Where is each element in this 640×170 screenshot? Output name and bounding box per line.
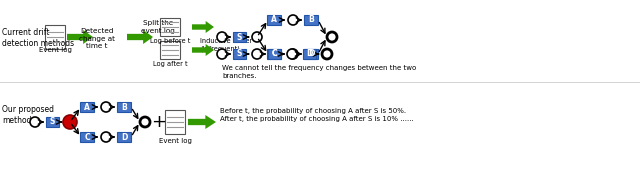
Circle shape xyxy=(288,49,298,59)
Circle shape xyxy=(252,49,262,59)
Text: S: S xyxy=(49,117,54,126)
FancyBboxPatch shape xyxy=(80,132,94,142)
Text: C: C xyxy=(271,49,277,58)
Text: D: D xyxy=(306,49,312,58)
FancyBboxPatch shape xyxy=(232,49,246,59)
Polygon shape xyxy=(127,30,153,44)
Polygon shape xyxy=(188,115,216,129)
Text: Inductive miner
(Infrequent): Inductive miner (Infrequent) xyxy=(200,38,252,52)
Circle shape xyxy=(63,115,77,129)
Text: A: A xyxy=(271,15,277,24)
FancyBboxPatch shape xyxy=(165,110,185,134)
Text: A: A xyxy=(84,103,90,112)
Circle shape xyxy=(217,49,227,59)
Circle shape xyxy=(288,15,298,25)
FancyBboxPatch shape xyxy=(267,15,281,25)
FancyBboxPatch shape xyxy=(117,102,131,112)
Text: Current drift
detection methods: Current drift detection methods xyxy=(2,28,74,48)
Text: Log before t: Log before t xyxy=(150,38,190,44)
Text: S: S xyxy=(236,49,242,58)
Text: D: D xyxy=(121,132,127,141)
FancyBboxPatch shape xyxy=(304,49,318,59)
Text: Event log: Event log xyxy=(159,138,191,144)
FancyBboxPatch shape xyxy=(267,49,281,59)
Text: Split the
event log: Split the event log xyxy=(141,20,175,33)
Text: D: D xyxy=(308,49,314,58)
Text: We cannot tell the frequency changes between the two
branches.: We cannot tell the frequency changes bet… xyxy=(222,65,416,79)
Text: Before t, the probability of choosing A after S is 50%.
After t, the probability: Before t, the probability of choosing A … xyxy=(220,108,413,123)
Text: +: + xyxy=(152,113,166,131)
Polygon shape xyxy=(192,21,214,33)
FancyBboxPatch shape xyxy=(268,49,280,59)
FancyBboxPatch shape xyxy=(45,25,65,49)
Circle shape xyxy=(30,117,40,127)
FancyBboxPatch shape xyxy=(232,32,246,42)
FancyBboxPatch shape xyxy=(160,41,180,59)
FancyBboxPatch shape xyxy=(304,15,318,25)
Text: C: C xyxy=(84,132,90,141)
Circle shape xyxy=(101,102,111,112)
Circle shape xyxy=(327,32,337,42)
Text: Our proposed
method: Our proposed method xyxy=(2,105,54,125)
Text: C: C xyxy=(271,49,277,58)
Circle shape xyxy=(101,132,111,142)
FancyBboxPatch shape xyxy=(80,102,94,112)
FancyBboxPatch shape xyxy=(117,132,131,142)
Circle shape xyxy=(252,32,262,42)
Text: S: S xyxy=(236,32,242,41)
Polygon shape xyxy=(192,44,214,56)
FancyBboxPatch shape xyxy=(160,18,180,36)
Circle shape xyxy=(322,49,332,59)
Text: B: B xyxy=(308,15,314,24)
Circle shape xyxy=(287,49,297,59)
FancyBboxPatch shape xyxy=(45,117,58,127)
FancyBboxPatch shape xyxy=(303,49,316,59)
Text: Event log: Event log xyxy=(38,47,72,53)
Circle shape xyxy=(140,117,150,127)
Text: B: B xyxy=(121,103,127,112)
Text: Log after t: Log after t xyxy=(153,61,188,67)
Polygon shape xyxy=(67,30,93,44)
Circle shape xyxy=(217,32,227,42)
Text: Detected
change at
time t: Detected change at time t xyxy=(79,28,115,49)
